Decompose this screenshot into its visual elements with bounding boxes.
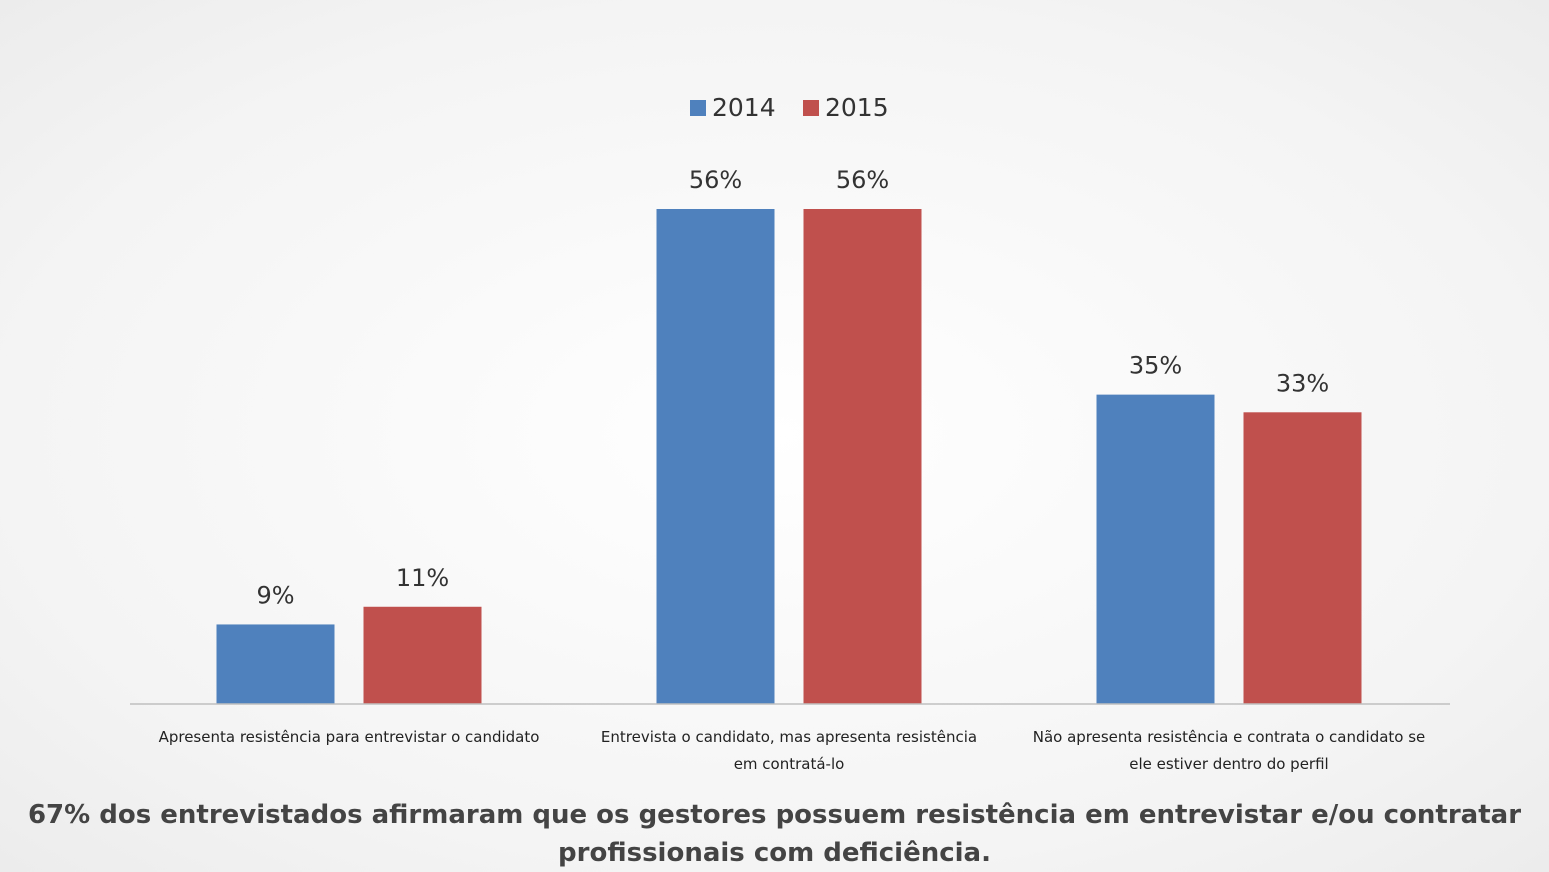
x-tick-label: Não apresenta resistência e contrata o c… xyxy=(1032,728,1426,773)
value-label: 33% xyxy=(1276,369,1329,397)
x-tick-label: Apresenta resistência para entrevistar o… xyxy=(158,728,540,746)
bar xyxy=(1243,412,1362,704)
value-label: 56% xyxy=(689,166,742,194)
bar xyxy=(363,606,482,704)
bar xyxy=(1096,394,1215,704)
legend-label: 2014 xyxy=(712,93,776,122)
legend-swatch xyxy=(690,100,706,116)
value-label: 56% xyxy=(836,166,889,194)
bar xyxy=(656,209,775,704)
legend-swatch xyxy=(803,100,819,116)
legend-label: 2015 xyxy=(825,93,889,122)
x-tick-label: Entrevista o candidato, mas apresenta re… xyxy=(600,728,978,773)
bar xyxy=(216,624,335,704)
bar xyxy=(803,209,922,704)
value-label: 11% xyxy=(396,564,449,592)
caption: 67% dos entrevistados afirmaram que os g… xyxy=(27,800,1522,868)
value-label: 35% xyxy=(1129,352,1182,380)
value-label: 9% xyxy=(256,581,294,609)
